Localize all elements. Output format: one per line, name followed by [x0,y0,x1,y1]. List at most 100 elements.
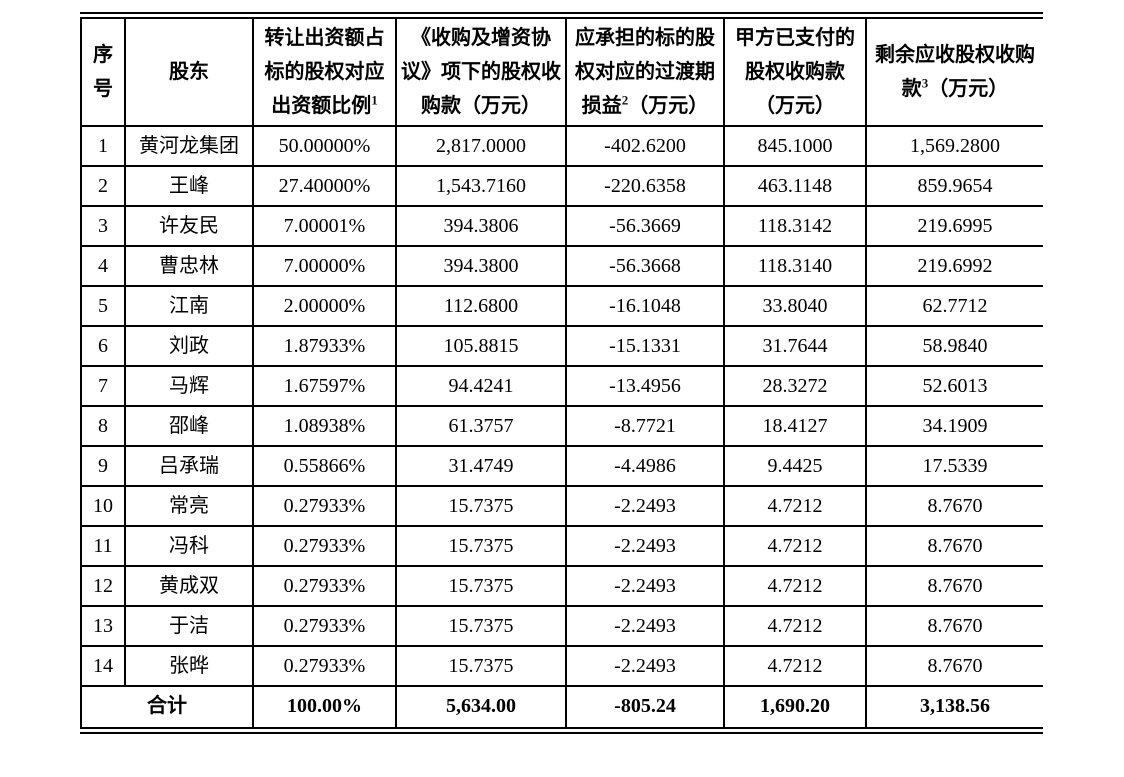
value-cell: 0.27933% [252,565,397,607]
value-cell: 7.00001% [252,205,397,247]
value-cell: 845.1000 [723,125,867,167]
value-cell: 15.7375 [395,565,567,607]
value-cell: 17.5339 [865,445,1043,487]
value-cell: 15.7375 [395,645,567,687]
footnote-marker-3: 3 [921,75,929,91]
row-index: 14 [80,645,126,687]
value-cell: 2.00000% [252,285,397,327]
value-cell: 1.67597% [252,365,397,407]
value-cell: 31.4749 [395,445,567,487]
table-row: 5 江南 2.00000% 112.6800 -16.1048 33.8040 62.771… [80,285,1043,327]
table-row: 2 王峰 27.40000% 1,543.7160 -220.6358 463.1148 8… [80,165,1043,207]
table-row: 13 于洁 0.27933% 15.7375 -2.2493 4.7212 8.7670 [80,605,1043,647]
value-cell: 1,569.2800 [865,125,1043,167]
total-value-cell: 5,634.00 [395,685,567,731]
value-cell: 859.9654 [865,165,1043,207]
value-cell: 118.3142 [723,205,867,247]
value-cell: 9.4425 [723,445,867,487]
row-index: 6 [80,325,126,367]
value-cell: -2.2493 [565,605,725,647]
row-index: 4 [80,245,126,287]
shareholder-name: 常亮 [124,485,254,527]
shareholder-name: 黄成双 [124,565,254,607]
shareholder-name: 于洁 [124,605,254,647]
header-row: 序号 股东 转让出资额占标的股权对应出资额比例1 《收购及增资协议》项下的股权收购款（… [80,14,1043,127]
table-row: 12 黄成双 0.27933% 15.7375 -2.2493 4.7212 8.7670 [80,565,1043,607]
row-index: 8 [80,405,126,447]
value-cell: 1.87933% [252,325,397,367]
value-cell: 7.00000% [252,245,397,287]
table-row: 8 邵峰 1.08938% 61.3757 -8.7721 18.4127 34.1909 [80,405,1043,447]
value-cell: 0.27933% [252,525,397,567]
row-index: 7 [80,365,126,407]
value-cell: 52.6013 [865,365,1043,407]
shareholder-name: 邵峰 [124,405,254,447]
value-cell: -56.3669 [565,205,725,247]
value-cell: 2,817.0000 [395,125,567,167]
value-cell: 105.8815 [395,325,567,367]
value-cell: 34.1909 [865,405,1043,447]
value-cell: 4.7212 [723,645,867,687]
value-cell: 0.27933% [252,645,397,687]
shareholder-name: 张晔 [124,645,254,687]
shareholder-name: 曹忠林 [124,245,254,287]
table-row: 10 常亮 0.27933% 15.7375 -2.2493 4.7212 8.7670 [80,485,1043,527]
value-cell: 58.9840 [865,325,1043,367]
value-cell: 219.6992 [865,245,1043,287]
value-cell: 15.7375 [395,485,567,527]
value-cell: -2.2493 [565,645,725,687]
value-cell: 33.8040 [723,285,867,327]
value-cell: 394.3806 [395,205,567,247]
value-cell: 4.7212 [723,525,867,567]
shareholder-name: 马辉 [124,365,254,407]
value-cell: 4.7212 [723,605,867,647]
value-cell: 50.00000% [252,125,397,167]
value-cell: 118.3140 [723,245,867,287]
value-cell: 8.7670 [865,485,1043,527]
shareholder-name: 江南 [124,285,254,327]
value-cell: 1.08938% [252,405,397,447]
value-cell: 94.4241 [395,365,567,407]
value-cell: 8.7670 [865,525,1043,567]
row-index: 12 [80,565,126,607]
table-row: 1 黄河龙集团 50.00000% 2,817.0000 -402.6200 845.10… [80,125,1043,167]
col-header-4: 《收购及增资协议》项下的股权收购款（万元） [395,14,567,127]
row-index: 5 [80,285,126,327]
row-index: 9 [80,445,126,487]
value-cell: 0.27933% [252,485,397,527]
value-cell: 28.3272 [723,365,867,407]
row-index: 11 [80,525,126,567]
footnote-marker-2: 2 [621,92,629,108]
value-cell: -2.2493 [565,565,725,607]
value-cell: 394.3800 [395,245,567,287]
value-cell: 15.7375 [395,525,567,567]
value-cell: 463.1148 [723,165,867,207]
row-index: 3 [80,205,126,247]
shareholder-name: 吕承瑞 [124,445,254,487]
total-value-cell: 100.00% [252,685,397,731]
col-header-1: 序号 [80,14,126,127]
row-index: 13 [80,605,126,647]
value-cell: 61.3757 [395,405,567,447]
value-cell: 1,543.7160 [395,165,567,207]
table-row: 14 张晔 0.27933% 15.7375 -2.2493 4.7212 8.7670 [80,645,1043,687]
value-cell: 4.7212 [723,485,867,527]
table-header: 序号 股东 转让出资额占标的股权对应出资额比例1 《收购及增资协议》项下的股权收购款（… [80,14,1043,127]
table-row: 3 许友民 7.00001% 394.3806 -56.3669 118.3142 219.… [80,205,1043,247]
value-cell: 31.7644 [723,325,867,367]
total-row: 合计 100.00% 5,634.00 -805.24 1,690.20 3,138.56 [80,685,1043,731]
value-cell: -8.7721 [565,405,725,447]
row-index: 1 [80,125,126,167]
value-cell: -16.1048 [565,285,725,327]
total-value-cell: 3,138.56 [865,685,1043,731]
value-cell: 8.7670 [865,565,1043,607]
value-cell: 8.7670 [865,645,1043,687]
col-header-7: 剩余应收股权收购款3（万元） [865,14,1043,127]
value-cell: 219.6995 [865,205,1043,247]
col-header-5: 应承担的标的股权对应的过渡期损益2（万元） [565,14,725,127]
table-row: 11 冯科 0.27933% 15.7375 -2.2493 4.7212 8.7670 [80,525,1043,567]
col-header-2: 股东 [124,14,254,127]
shareholder-name: 黄河龙集团 [124,125,254,167]
row-index: 10 [80,485,126,527]
